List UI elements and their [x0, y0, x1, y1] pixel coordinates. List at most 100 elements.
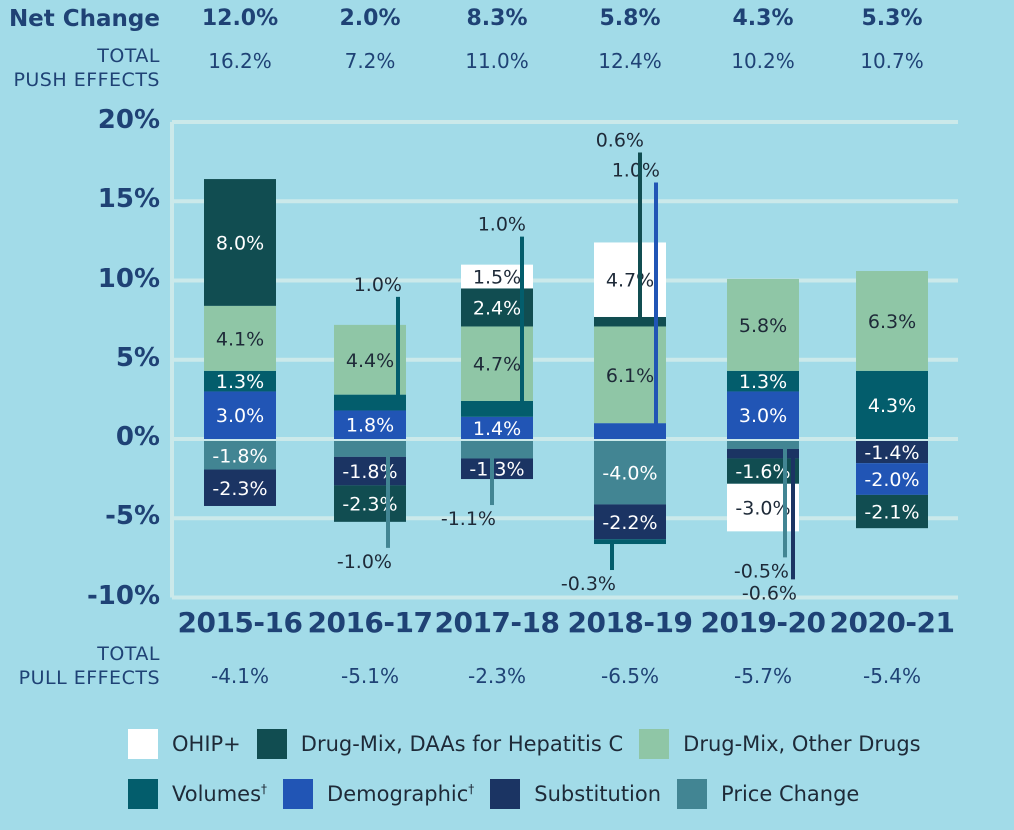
push-effects-value: 10.2%	[731, 49, 795, 73]
bar-segment	[727, 391, 799, 439]
pull-effects-label: TOTAL PULL EFFECTS	[0, 642, 160, 690]
category-label: 2017-18	[434, 606, 560, 639]
segment-label: -1.6%	[735, 461, 790, 483]
segment-label: 1.8%	[346, 415, 394, 437]
bar-segment	[204, 179, 276, 306]
category-label: 2016-17	[307, 606, 433, 639]
legend-row-1: OHIP+ Drug-Mix, DAAs for Hepatitis C Drug-…	[128, 729, 921, 759]
legend-label: Drug-Mix, Other Drugs	[683, 732, 921, 756]
bar-2018-19: 6.1% 4.7% 1.0% 0.6% -4.0% -2.2% -0.3%	[561, 129, 666, 595]
bar-segment	[856, 270, 928, 371]
segment-label: 4.7%	[473, 354, 521, 376]
bar-segment	[334, 456, 406, 486]
push-effects-label: TOTAL PUSH EFFECTS	[0, 44, 160, 92]
legend-swatch	[283, 779, 314, 809]
pull-effects-value: -2.3%	[467, 664, 527, 688]
y-tick-label: 15%	[97, 184, 160, 215]
legend-swatch	[256, 729, 287, 759]
bar-segment	[727, 278, 799, 371]
bar-segment	[204, 469, 276, 506]
y-tick-label: 0%	[115, 422, 160, 452]
bar-segment	[334, 394, 406, 411]
bar-2016-17: 1.8% 4.4% 1.0% -1.8% -2.3% -1.0%	[334, 274, 406, 573]
y-tick-label: -10%	[86, 580, 160, 611]
bar-segment	[594, 441, 666, 505]
net-change-value: 8.3%	[466, 6, 528, 31]
bar-segment	[856, 441, 928, 464]
bar-2020-21: 4.3% 6.3% -1.4% -2.0% -2.1%	[856, 270, 928, 529]
callout-label: -1.1%	[441, 508, 496, 530]
net-change-value: 5.8%	[599, 6, 661, 31]
legend-label: OHIP+	[172, 732, 241, 756]
segment-label: -1.8%	[212, 445, 267, 467]
category-label: 2019-20	[700, 606, 826, 639]
segment-label: -2.1%	[864, 502, 919, 524]
segment-label: -4.0%	[602, 463, 657, 485]
segment-label: 1.3%	[739, 371, 787, 393]
bar-segment	[856, 370, 928, 439]
pull-effects-value: -5.4%	[862, 664, 922, 688]
legend-label: Price Change	[721, 782, 860, 806]
legend-footnote-mark: †	[261, 782, 268, 796]
net-change-value: 4.3%	[732, 6, 794, 31]
push-label-line2: PUSH EFFECTS	[13, 69, 160, 91]
legend-footnote-mark: †	[468, 782, 475, 796]
bar-segment	[461, 416, 533, 439]
bar-segment	[461, 264, 533, 289]
net-change-label: Net Change	[8, 6, 160, 32]
segment-label: 4.1%	[216, 328, 264, 350]
bar-segment	[334, 485, 406, 522]
segment-label: -1.4%	[864, 442, 919, 464]
segment-label: -2.3%	[342, 494, 397, 516]
bar-segment	[856, 463, 928, 495]
callout-label: 1.0%	[478, 214, 526, 236]
segment-label: 8.0%	[216, 232, 264, 254]
bar-segment	[461, 400, 533, 417]
segment-label: -2.2%	[602, 512, 657, 534]
legend-row-2: Volumes† Demographic† Substitution Price Ch…	[128, 779, 859, 809]
category-label: 2015-16	[177, 606, 303, 639]
legend-item: Drug-Mix, DAAs for Hepatitis C	[256, 729, 623, 759]
legend-item: OHIP+	[128, 729, 241, 759]
net-change-value: 12.0%	[201, 6, 279, 31]
push-effects-value: 10.7%	[860, 49, 924, 73]
segment-label: 4.7%	[606, 270, 654, 292]
segment-label: 3.0%	[739, 405, 787, 427]
push-effects-value: 11.0%	[465, 49, 529, 73]
segment-label: 5.8%	[739, 315, 787, 337]
legend-item: Demographic†	[283, 779, 474, 809]
legend-label: Demographic†	[327, 782, 475, 806]
bar-segment	[334, 441, 406, 457]
segment-label: 3.0%	[216, 405, 264, 427]
bar-segment	[461, 441, 533, 459]
bar-segment	[461, 458, 533, 480]
pull-effects-value: -5.7%	[733, 664, 793, 688]
pull-effects-value: -6.5%	[600, 664, 660, 688]
legend-label: Volumes†	[172, 782, 268, 806]
legend-item: Price Change	[677, 779, 859, 809]
segment-label: 6.3%	[868, 311, 916, 333]
gridlines	[170, 120, 958, 600]
bar-segment	[727, 370, 799, 392]
pull-effects-value: -4.1%	[210, 664, 270, 688]
callout-label: -0.6%	[742, 582, 797, 604]
bar-segment	[204, 370, 276, 392]
legend-swatch	[490, 779, 521, 809]
segment-label: 2.4%	[473, 297, 521, 319]
segment-label: 4.4%	[346, 350, 394, 372]
push-effects-value: 7.2%	[344, 49, 396, 73]
legend-item: Drug-Mix, Other Drugs	[639, 729, 921, 759]
pull-label-line1: TOTAL	[97, 643, 160, 665]
segment-label: -1.8%	[342, 461, 397, 483]
bar-2017-18: 1.4% 4.7% 2.4% 1.5% 1.0% -1.3% -1.1%	[441, 214, 533, 530]
bar-segment	[204, 391, 276, 439]
bar-segment	[856, 494, 928, 529]
bar-segment	[204, 441, 276, 470]
legend-swatch	[128, 779, 158, 809]
legend-label: Substitution	[534, 782, 662, 806]
bar-segment	[594, 423, 666, 439]
bar-segment	[727, 448, 799, 459]
pull-effects-value: -5.1%	[340, 664, 400, 688]
pull-label-line2: PULL EFFECTS	[18, 667, 160, 689]
segment-label: -1.3%	[469, 459, 524, 481]
